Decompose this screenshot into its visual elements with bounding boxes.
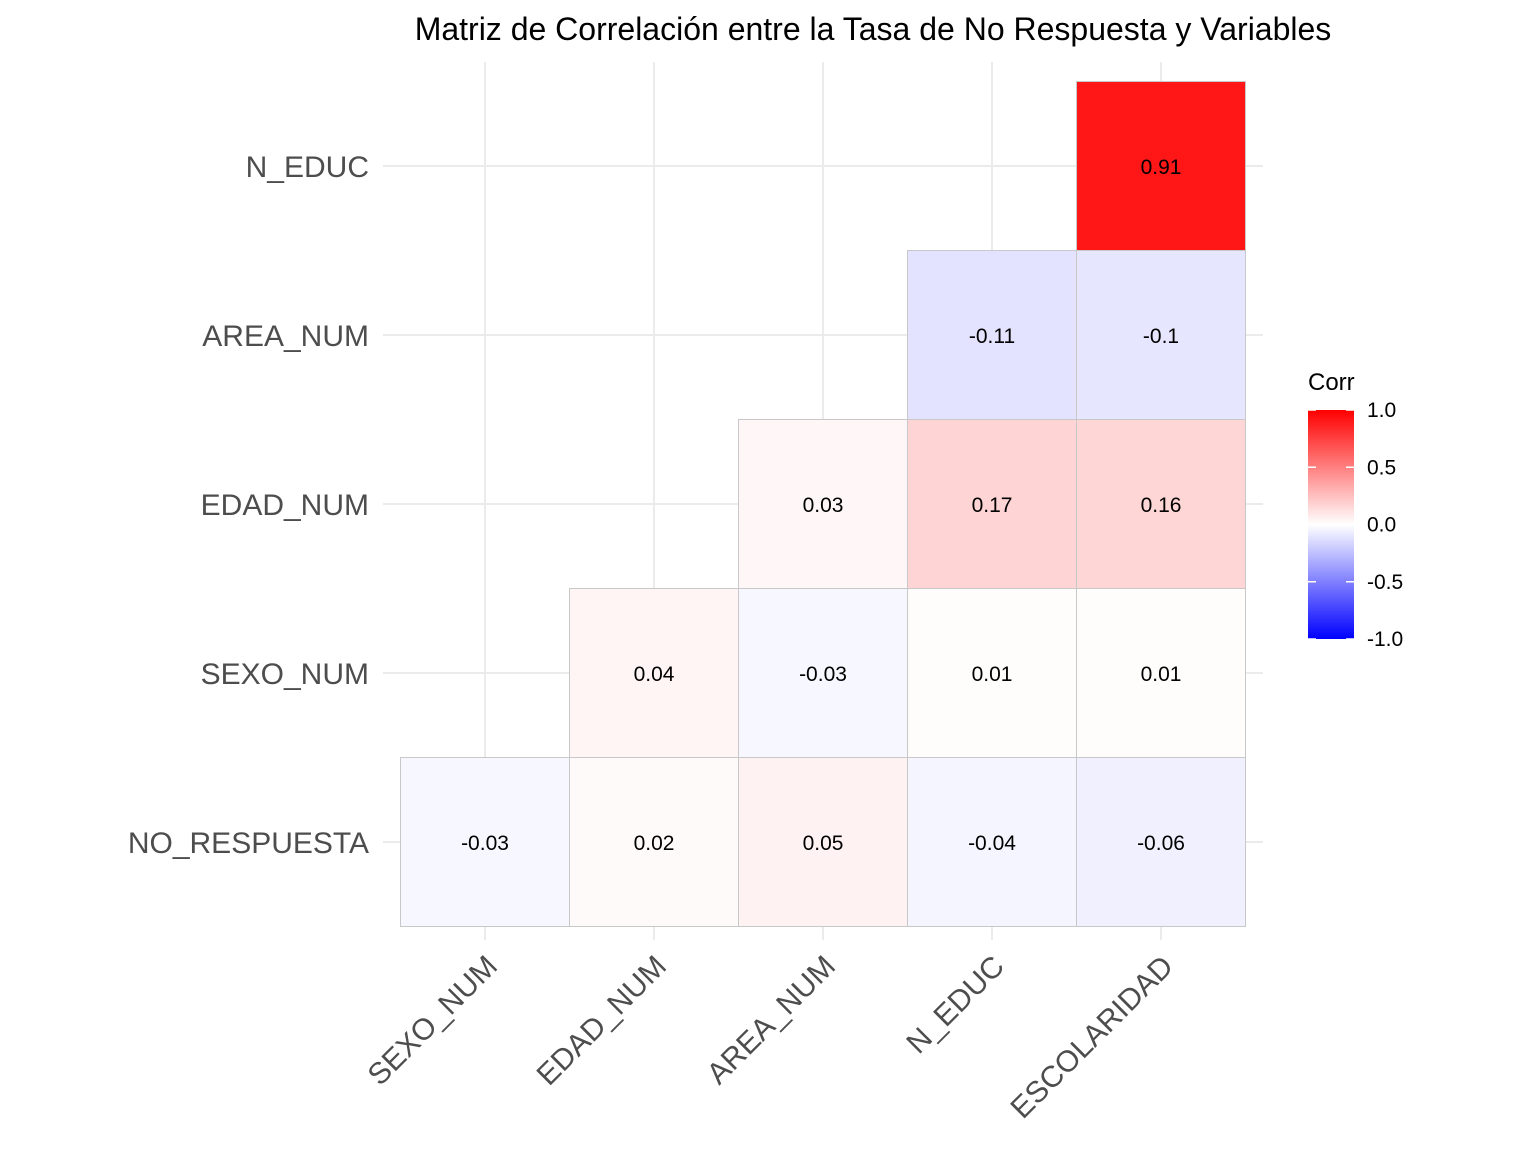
heatmap-tile	[738, 419, 908, 589]
heatmap-tile	[907, 757, 1077, 927]
heatmap-tiles	[400, 81, 1246, 927]
y-tick-label: EDAD_NUM	[201, 489, 369, 522]
cell-value-label: 0.91	[1141, 156, 1182, 179]
heatmap-tile	[738, 757, 908, 927]
legend-title: Corr	[1308, 369, 1355, 396]
cell-value-label: -0.04	[968, 832, 1016, 855]
heatmap-tile	[907, 250, 1077, 420]
x-axis: SEXO_NUM EDAD_NUM AREA_NUM N_EDUCESCOLARIDA…	[362, 950, 1180, 1125]
legend-tick-label: 1.0	[1367, 399, 1396, 422]
y-tick-label: NO_RESPUESTA	[128, 827, 369, 860]
cell-value-label: -0.1	[1143, 325, 1179, 348]
cell-value-label: -0.11	[969, 325, 1015, 348]
y-axis: NO_RESPUESTA SEXO_NUM EDAD_NUM AREA_NUM N_ED…	[128, 151, 369, 860]
x-tick-label: SEXO_NUM	[362, 950, 504, 1092]
cell-value-label: -0.06	[1137, 832, 1185, 855]
heatmap-tile	[1076, 81, 1246, 251]
cell-value-label: -0.03	[799, 663, 847, 686]
color-legend: Corr 1.0 0.5 0.0 -0.5 -1.0	[1308, 369, 1403, 651]
x-tick-label: EDAD_NUM	[531, 950, 673, 1092]
heatmap-tile	[400, 757, 570, 927]
cell-value-label: -0.03	[461, 832, 509, 855]
y-tick-label: N_EDUC	[246, 151, 369, 184]
heatmap-tile	[907, 419, 1077, 589]
cell-value-label: 0.17	[972, 494, 1013, 517]
heatmap-tile	[907, 588, 1077, 758]
y-tick-label: AREA_NUM	[202, 320, 369, 353]
y-tick-label: SEXO_NUM	[201, 658, 369, 691]
heatmap-tile	[1076, 419, 1246, 589]
legend-ticks: 1.0 0.5 0.0 -0.5 -1.0	[1308, 399, 1403, 651]
heatmap-cell-labels: -0.03 0.02 0.05 -0.04 -0.06 0.04 -0.03 0.01 0.01…	[461, 156, 1185, 855]
cell-value-label: 0.02	[634, 832, 675, 855]
cell-value-label: 0.01	[972, 663, 1013, 686]
legend-tick-label: -0.5	[1367, 571, 1403, 594]
legend-tick-label: 0.0	[1367, 514, 1396, 537]
cell-value-label: 0.01	[1141, 663, 1182, 686]
cell-value-label: 0.04	[634, 663, 675, 686]
cell-value-label: 0.16	[1141, 494, 1182, 517]
chart-title: Matriz de Correlación entre la Tasa de N…	[415, 11, 1332, 47]
cell-value-label: 0.05	[803, 832, 844, 855]
heatmap-tile	[569, 588, 739, 758]
x-tick-label: ESCOLARIDAD	[1005, 950, 1180, 1125]
x-tick-label: AREA_NUM	[701, 950, 842, 1091]
legend-tick-label: -1.0	[1367, 628, 1403, 651]
heatmap-tile	[569, 757, 739, 927]
legend-tick-label: 0.5	[1367, 456, 1396, 479]
heatmap-tile	[738, 588, 908, 758]
heatmap-tile	[1076, 588, 1246, 758]
heatmap-tile	[1076, 757, 1246, 927]
cell-value-label: 0.03	[803, 494, 844, 517]
x-tick-label: N_EDUC	[900, 950, 1011, 1061]
